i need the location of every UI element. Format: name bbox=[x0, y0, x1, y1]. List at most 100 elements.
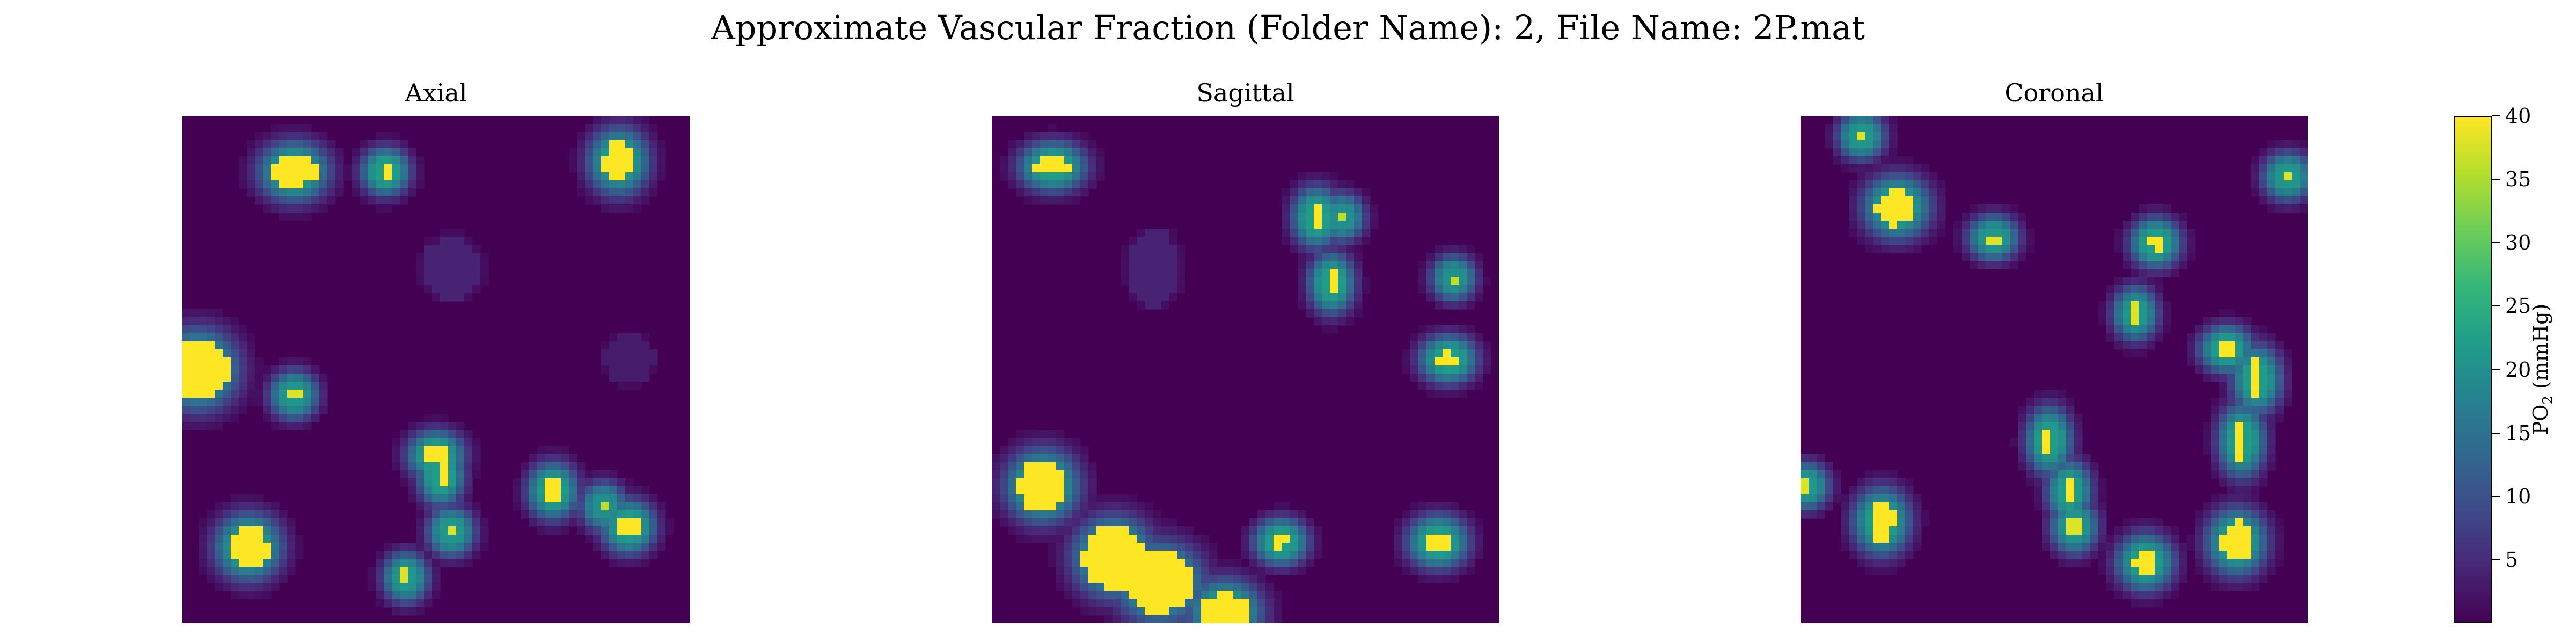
heatmap-cell bbox=[1467, 551, 1475, 559]
heatmap-cell bbox=[1249, 526, 1258, 535]
heatmap-cell bbox=[2123, 543, 2131, 551]
heatmap-cell bbox=[2235, 398, 2244, 406]
heatmap-cell bbox=[416, 261, 425, 269]
heatmap-cell bbox=[199, 559, 207, 567]
heatmap-cell bbox=[2098, 317, 2107, 326]
heatmap-cell bbox=[1443, 261, 1451, 269]
heatmap-cell bbox=[392, 559, 400, 567]
heatmap-cell bbox=[376, 599, 384, 608]
heatmap-cell bbox=[2227, 559, 2236, 567]
heatmap-cell bbox=[1921, 229, 1930, 237]
heatmap-cell bbox=[1129, 261, 1137, 269]
heatmap-cell bbox=[601, 156, 610, 165]
heatmap-cell bbox=[2050, 390, 2059, 398]
heatmap-cell bbox=[1153, 229, 1161, 237]
heatmap-cell bbox=[1064, 486, 1073, 495]
heatmap-cell bbox=[1040, 132, 1049, 141]
heatmap-cell bbox=[384, 132, 392, 141]
heatmap-cell bbox=[1096, 526, 1105, 535]
heatmap-cell bbox=[2163, 325, 2171, 334]
heatmap-cell bbox=[1857, 188, 1865, 197]
heatmap-cell bbox=[513, 494, 521, 503]
heatmap-cell bbox=[1467, 333, 1475, 342]
heatmap-cell bbox=[2010, 221, 2018, 229]
heatmap-cell bbox=[1418, 285, 1427, 294]
heatmap-cell bbox=[2147, 309, 2155, 318]
heatmap-cell bbox=[1402, 526, 1411, 535]
heatmap-cell bbox=[2259, 374, 2268, 382]
heatmap-cell bbox=[1056, 518, 1065, 527]
heatmap-cell bbox=[424, 253, 433, 261]
heatmap-cell bbox=[2098, 526, 2107, 535]
heatmap-cell bbox=[577, 478, 586, 487]
heatmap-cell bbox=[368, 180, 376, 189]
heatmap-cell bbox=[287, 140, 296, 149]
heatmap-cell bbox=[1443, 301, 1451, 310]
heatmap-cell bbox=[2114, 526, 2123, 535]
heatmap-cell bbox=[1962, 221, 1970, 229]
heatmap-cell bbox=[1849, 180, 1857, 189]
heatmap-cell bbox=[1298, 293, 1306, 302]
heatmap-cell bbox=[223, 559, 231, 567]
heatmap-cell bbox=[2171, 591, 2179, 599]
heatmap-cell bbox=[1402, 567, 1411, 575]
heatmap-cell bbox=[2267, 357, 2276, 366]
heatmap-cell bbox=[1121, 261, 1129, 269]
heatmap-cell bbox=[2018, 454, 2026, 463]
heatmap-cell bbox=[440, 494, 449, 503]
heatmap-cell bbox=[191, 398, 199, 406]
heatmap-cell bbox=[1048, 140, 1057, 149]
heatmap-cell bbox=[424, 535, 433, 543]
heatmap-cell bbox=[400, 543, 408, 551]
heatmap-cell bbox=[1121, 269, 1129, 277]
heatmap-cell bbox=[1467, 510, 1475, 519]
heatmap-cell bbox=[1881, 164, 1890, 173]
heatmap-cell bbox=[2259, 156, 2268, 165]
heatmap-cell bbox=[1088, 567, 1097, 575]
heatmap-cell bbox=[1290, 535, 1298, 543]
heatmap-cell bbox=[2106, 583, 2115, 591]
heatmap-cell bbox=[2211, 551, 2220, 559]
heatmap-cell bbox=[633, 486, 642, 495]
heatmap-cell bbox=[263, 591, 272, 599]
heatmap-cell bbox=[2002, 245, 2010, 253]
heatmap-cell bbox=[1467, 349, 1475, 358]
heatmap-cell bbox=[1451, 559, 1459, 567]
heatmap-cell bbox=[1897, 164, 1906, 173]
heatmap-cell bbox=[1056, 486, 1065, 495]
heatmap-cell bbox=[1040, 518, 1049, 527]
heatmap-cell bbox=[1362, 221, 1371, 229]
heatmap-cell bbox=[2219, 357, 2228, 366]
heatmap-cell bbox=[1088, 599, 1097, 608]
heatmap-svg-sagittal bbox=[992, 116, 1499, 623]
heatmap-cell bbox=[440, 478, 449, 487]
heatmap-cell bbox=[2251, 567, 2260, 575]
heatmap-cell bbox=[1833, 494, 1841, 503]
heatmap-cell bbox=[1451, 382, 1459, 390]
heatmap-cell bbox=[1145, 269, 1153, 277]
heatmap-cell bbox=[2300, 140, 2308, 149]
heatmap-cell bbox=[1177, 261, 1185, 269]
heatmap-cell bbox=[2171, 526, 2179, 535]
heatmap-cell bbox=[1897, 526, 1906, 535]
heatmap-cell bbox=[255, 140, 264, 149]
heatmap-cell bbox=[1008, 140, 1016, 149]
heatmap-cell bbox=[641, 172, 650, 181]
heatmap-cell bbox=[2251, 543, 2260, 551]
heatmap-cell bbox=[649, 526, 658, 535]
heatmap-cell bbox=[2235, 446, 2244, 455]
heatmap-cell bbox=[2211, 422, 2220, 430]
heatmap-cell bbox=[2211, 349, 2220, 358]
heatmap-cell bbox=[1451, 518, 1459, 527]
heatmap-cell bbox=[376, 196, 384, 205]
heatmap-cell bbox=[1857, 213, 1865, 221]
heatmap-cell bbox=[1467, 559, 1475, 567]
heatmap-cell bbox=[432, 470, 441, 479]
heatmap-cell bbox=[1849, 140, 1857, 149]
heatmap-cell bbox=[191, 390, 199, 398]
heatmap-cell bbox=[2123, 325, 2131, 334]
heatmap-cell bbox=[448, 430, 457, 438]
heatmap-cell bbox=[1265, 583, 1274, 591]
heatmap-cell bbox=[2292, 164, 2300, 173]
heatmap-cell bbox=[199, 357, 207, 366]
